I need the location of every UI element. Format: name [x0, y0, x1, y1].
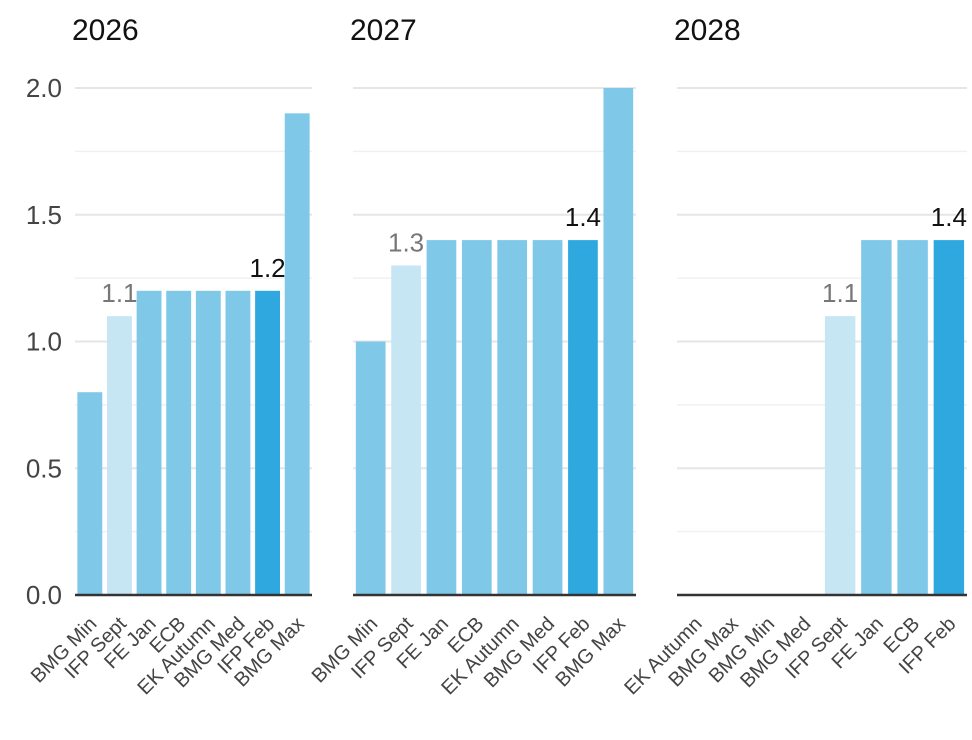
bar-bmg-min: [77, 392, 103, 595]
y-tick-label: 2.0: [26, 73, 62, 103]
bar-ifp-feb: [255, 290, 281, 595]
bar-fe-jan: [136, 290, 162, 595]
bar-ifp-sept: [391, 265, 421, 595]
panel-title: 2026: [72, 14, 139, 47]
bar-ek-autumn: [195, 290, 221, 595]
bar-fe-jan: [861, 240, 892, 595]
bar-ecb: [166, 290, 192, 595]
bar-bmg-med: [532, 240, 563, 595]
y-tick-label: 1.0: [26, 327, 62, 357]
bar-ecb: [461, 240, 492, 595]
data-label: 1.1: [822, 278, 858, 308]
data-label: 1.1: [101, 278, 137, 308]
bar-bmg-med: [225, 290, 251, 595]
bar-ifp-sept: [824, 316, 856, 595]
bar-fe-jan: [426, 240, 457, 595]
y-tick-label: 0.5: [26, 453, 62, 483]
panel-title: 2028: [674, 14, 741, 47]
bar-ifp-sept: [106, 316, 132, 595]
y-tick-label: 1.5: [26, 200, 62, 230]
data-label: 1.2: [249, 253, 285, 283]
bar-ek-autumn: [497, 240, 528, 595]
bar-ifp-feb: [568, 240, 598, 595]
bar-ifp-feb: [933, 240, 965, 595]
bar-bmg-max: [603, 88, 634, 595]
data-label: 1.3: [388, 227, 424, 257]
data-label: 1.4: [931, 202, 967, 232]
bar-ecb: [897, 240, 928, 595]
bar-bmg-min: [355, 341, 386, 595]
panel-title: 2027: [350, 14, 417, 47]
data-label: 1.4: [565, 202, 601, 232]
bar-bmg-max: [284, 113, 310, 595]
y-tick-label: 0.0: [26, 580, 62, 610]
